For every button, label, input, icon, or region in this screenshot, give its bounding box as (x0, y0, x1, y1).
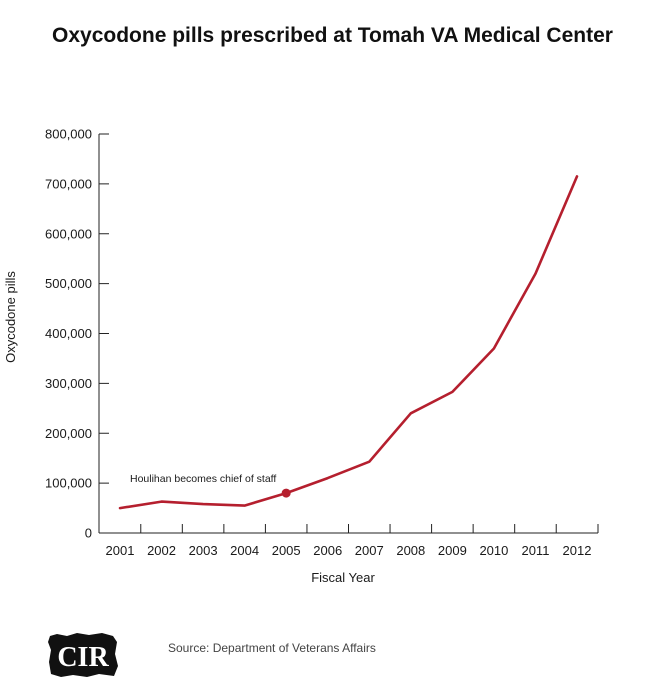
x-tick-label: 2007 (355, 543, 384, 558)
cir-logo: CIR (47, 632, 119, 678)
x-axis-title: Fiscal Year (311, 570, 375, 585)
x-tick-label: 2003 (189, 543, 218, 558)
y-tick-label: 700,000 (45, 176, 92, 191)
x-tick-label: 2010 (479, 543, 508, 558)
y-axis-title: Oxycodone pills (3, 271, 18, 363)
annotation-label: Houlihan becomes chief of staff (130, 473, 276, 485)
y-tick-label: 600,000 (45, 226, 92, 241)
x-tick-label: 2001 (106, 543, 135, 558)
y-tick-label: 100,000 (45, 476, 92, 491)
y-tick-label: 400,000 (45, 326, 92, 341)
x-tick-label: 2004 (230, 543, 259, 558)
x-tick-label: 2011 (521, 543, 549, 558)
y-tick-label: 500,000 (45, 276, 92, 291)
y-tick-label: 300,000 (45, 376, 92, 391)
svg-text:CIR: CIR (57, 642, 109, 673)
x-tick-label: 2002 (147, 543, 176, 558)
annotation-marker (281, 488, 291, 498)
y-tick-label: 200,000 (45, 426, 92, 441)
y-tick-label: 800,000 (45, 127, 92, 142)
x-tick-label: 2005 (272, 543, 301, 558)
y-tick-label: 0 (85, 526, 92, 541)
chart-title: Oxycodone pills prescribed at Tomah VA M… (52, 24, 613, 47)
source-note: Source: Department of Veterans Affairs (168, 641, 376, 655)
x-tick-label: 2008 (396, 543, 425, 558)
x-tick-label: 2009 (438, 543, 467, 558)
series-line (118, 175, 579, 510)
x-tick-label: 2006 (313, 543, 342, 558)
x-tick-label: 2012 (563, 543, 592, 558)
